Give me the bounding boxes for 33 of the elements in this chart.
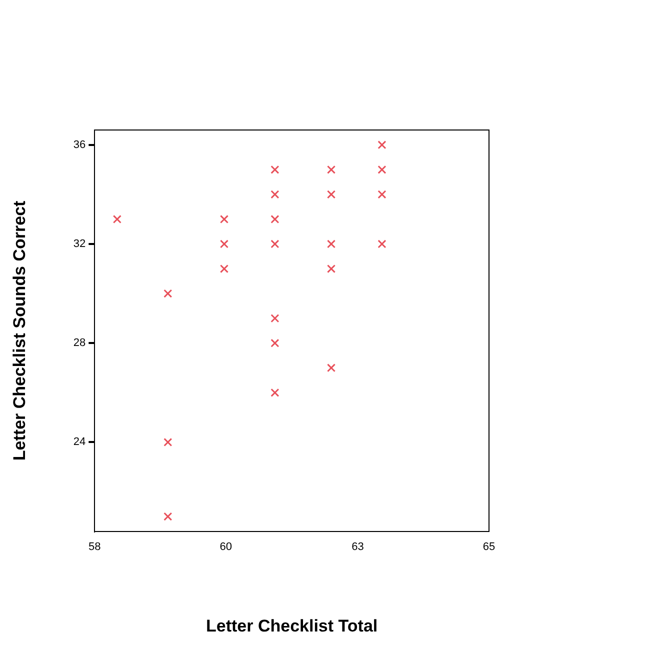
x-tick-label: 60 (220, 541, 232, 554)
point (326, 364, 336, 372)
point (164, 512, 172, 521)
point (378, 240, 386, 248)
y-tick-label: 24 (73, 436, 86, 448)
point (270, 190, 280, 199)
point (220, 240, 228, 248)
point (326, 240, 336, 248)
point (270, 165, 280, 174)
y-axis-title: Letter Checklist Sounds Correct (10, 200, 29, 461)
point (220, 264, 228, 274)
x-tick-label: 58 (88, 541, 101, 554)
point (164, 438, 172, 446)
point (378, 190, 386, 199)
y-tick-label: 36 (73, 138, 86, 151)
x-tick-label: 65 (482, 541, 496, 554)
point (164, 289, 172, 298)
point (270, 240, 280, 248)
point (326, 264, 336, 274)
x-axis-title: Letter Checklist Total (206, 616, 378, 636)
point (270, 314, 280, 323)
point (220, 214, 228, 224)
point (378, 140, 386, 150)
point (326, 190, 336, 199)
point (326, 165, 336, 174)
y-tick-label: 32 (73, 238, 86, 250)
point (270, 388, 280, 397)
x-tick-label: 63 (352, 541, 364, 554)
point (378, 165, 386, 174)
y-tick-label: 28 (73, 337, 86, 350)
point (112, 214, 122, 224)
point (270, 214, 280, 224)
point (270, 338, 280, 348)
